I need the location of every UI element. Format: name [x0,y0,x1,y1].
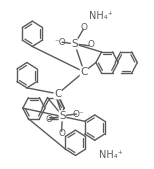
Text: O: O [80,22,87,32]
Text: NH₄⁺: NH₄⁺ [89,11,113,21]
Text: ⁻O: ⁻O [54,38,66,47]
Text: NH₄⁺: NH₄⁺ [99,150,123,160]
Text: O: O [58,129,65,138]
Text: C: C [80,67,88,77]
Text: O: O [87,40,94,49]
Text: S: S [71,39,78,49]
Text: S: S [59,111,66,121]
Text: C: C [54,89,61,99]
Text: O⁻: O⁻ [73,110,84,119]
Text: O: O [45,115,52,124]
